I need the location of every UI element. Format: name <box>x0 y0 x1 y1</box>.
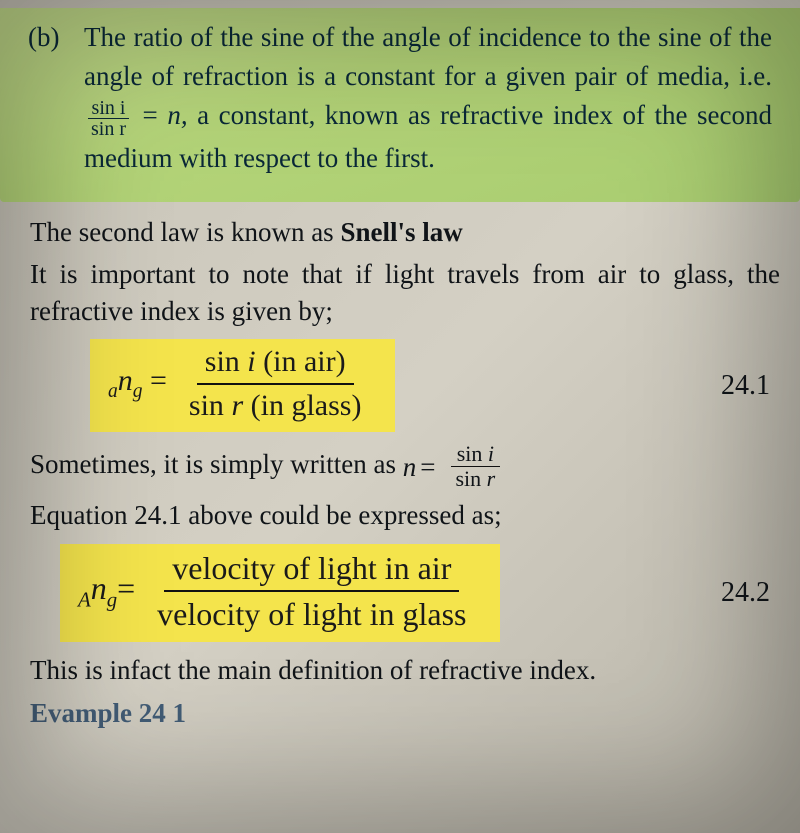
item-text-b: The ratio of the sine of the angle of in… <box>84 18 772 178</box>
example-heading-cutoff: Evample 24 1 <box>30 698 780 729</box>
fraction-24-2: velocity of light in air velocity of lig… <box>149 548 474 634</box>
sym-n: n <box>118 364 133 397</box>
frac-numerator: sin i <box>88 98 129 119</box>
eq-lhs: ang = <box>108 364 167 403</box>
text-post: a constant, known as refractive index of… <box>84 100 772 172</box>
inline-eq-n: n = sin i sin r <box>403 442 501 491</box>
inline-num: sin i <box>451 442 500 467</box>
snell-law-line: The second law is known as Snell's law <box>30 214 780 250</box>
text-pre: The ratio of the sine of the angle of in… <box>84 22 772 91</box>
equals: = <box>150 364 167 397</box>
sub-A: A <box>78 588 91 611</box>
paragraph-b: (b) The ratio of the sine of the angle o… <box>28 18 772 178</box>
textbook-page: (b) The ratio of the sine of the angle o… <box>0 0 800 737</box>
eq-number-24-2: 24.2 <box>721 577 780 609</box>
inline-den: sin r <box>449 467 501 491</box>
equation-24-1-row: ang = sin i (in air) sin r (in glass) 24… <box>30 339 780 432</box>
snell-pre: The second law is known as <box>30 217 340 247</box>
inline-equals: = <box>420 449 435 485</box>
expressed-as-line: Equation 24.1 above could be expressed a… <box>30 497 780 533</box>
num-24-1: sin i (in air) <box>197 343 354 385</box>
sometimes-pre: Sometimes, it is simply written as <box>30 449 403 479</box>
text-eq: = <box>143 100 168 130</box>
frac-denominator: sin r <box>88 119 129 139</box>
inline-n: n <box>403 449 417 485</box>
item-marker-b: (b) <box>28 18 84 178</box>
fraction-24-1: sin i (in air) sin r (in glass) <box>181 343 370 424</box>
sub-g: g <box>133 381 143 402</box>
num-24-2: velocity of light in air <box>164 548 459 592</box>
eq242-lhs: Ang= <box>78 570 135 612</box>
closing-line: This is infact the main definition of re… <box>30 652 780 688</box>
equation-24-1: ang = sin i (in air) sin r (in glass) <box>90 339 395 432</box>
snell-bold: Snell's law <box>340 217 462 247</box>
sym-n2: n <box>91 570 107 606</box>
sometimes-line: Sometimes, it is simply written as n = s… <box>30 442 780 491</box>
equation-24-2: Ang= velocity of light in air velocity o… <box>60 544 500 642</box>
sub-a: a <box>108 381 118 402</box>
definition-block-b: (b) The ratio of the sine of the angle o… <box>0 8 800 202</box>
inline-frac: sin i sin r <box>449 442 501 491</box>
equation-24-2-row: Ang= velocity of light in air velocity o… <box>30 544 780 642</box>
den-24-1: sin r (in glass) <box>181 385 370 425</box>
eq-number-24-1: 24.1 <box>721 370 780 402</box>
air-to-glass-line: It is important to note that if light tr… <box>30 256 780 329</box>
equals2: = <box>117 570 135 606</box>
den-24-2: velocity of light in glass <box>149 592 474 634</box>
sub-g2: g <box>107 588 117 611</box>
inline-fraction-sin: sin i sin r <box>88 98 129 139</box>
constant-n: n, <box>167 100 187 130</box>
